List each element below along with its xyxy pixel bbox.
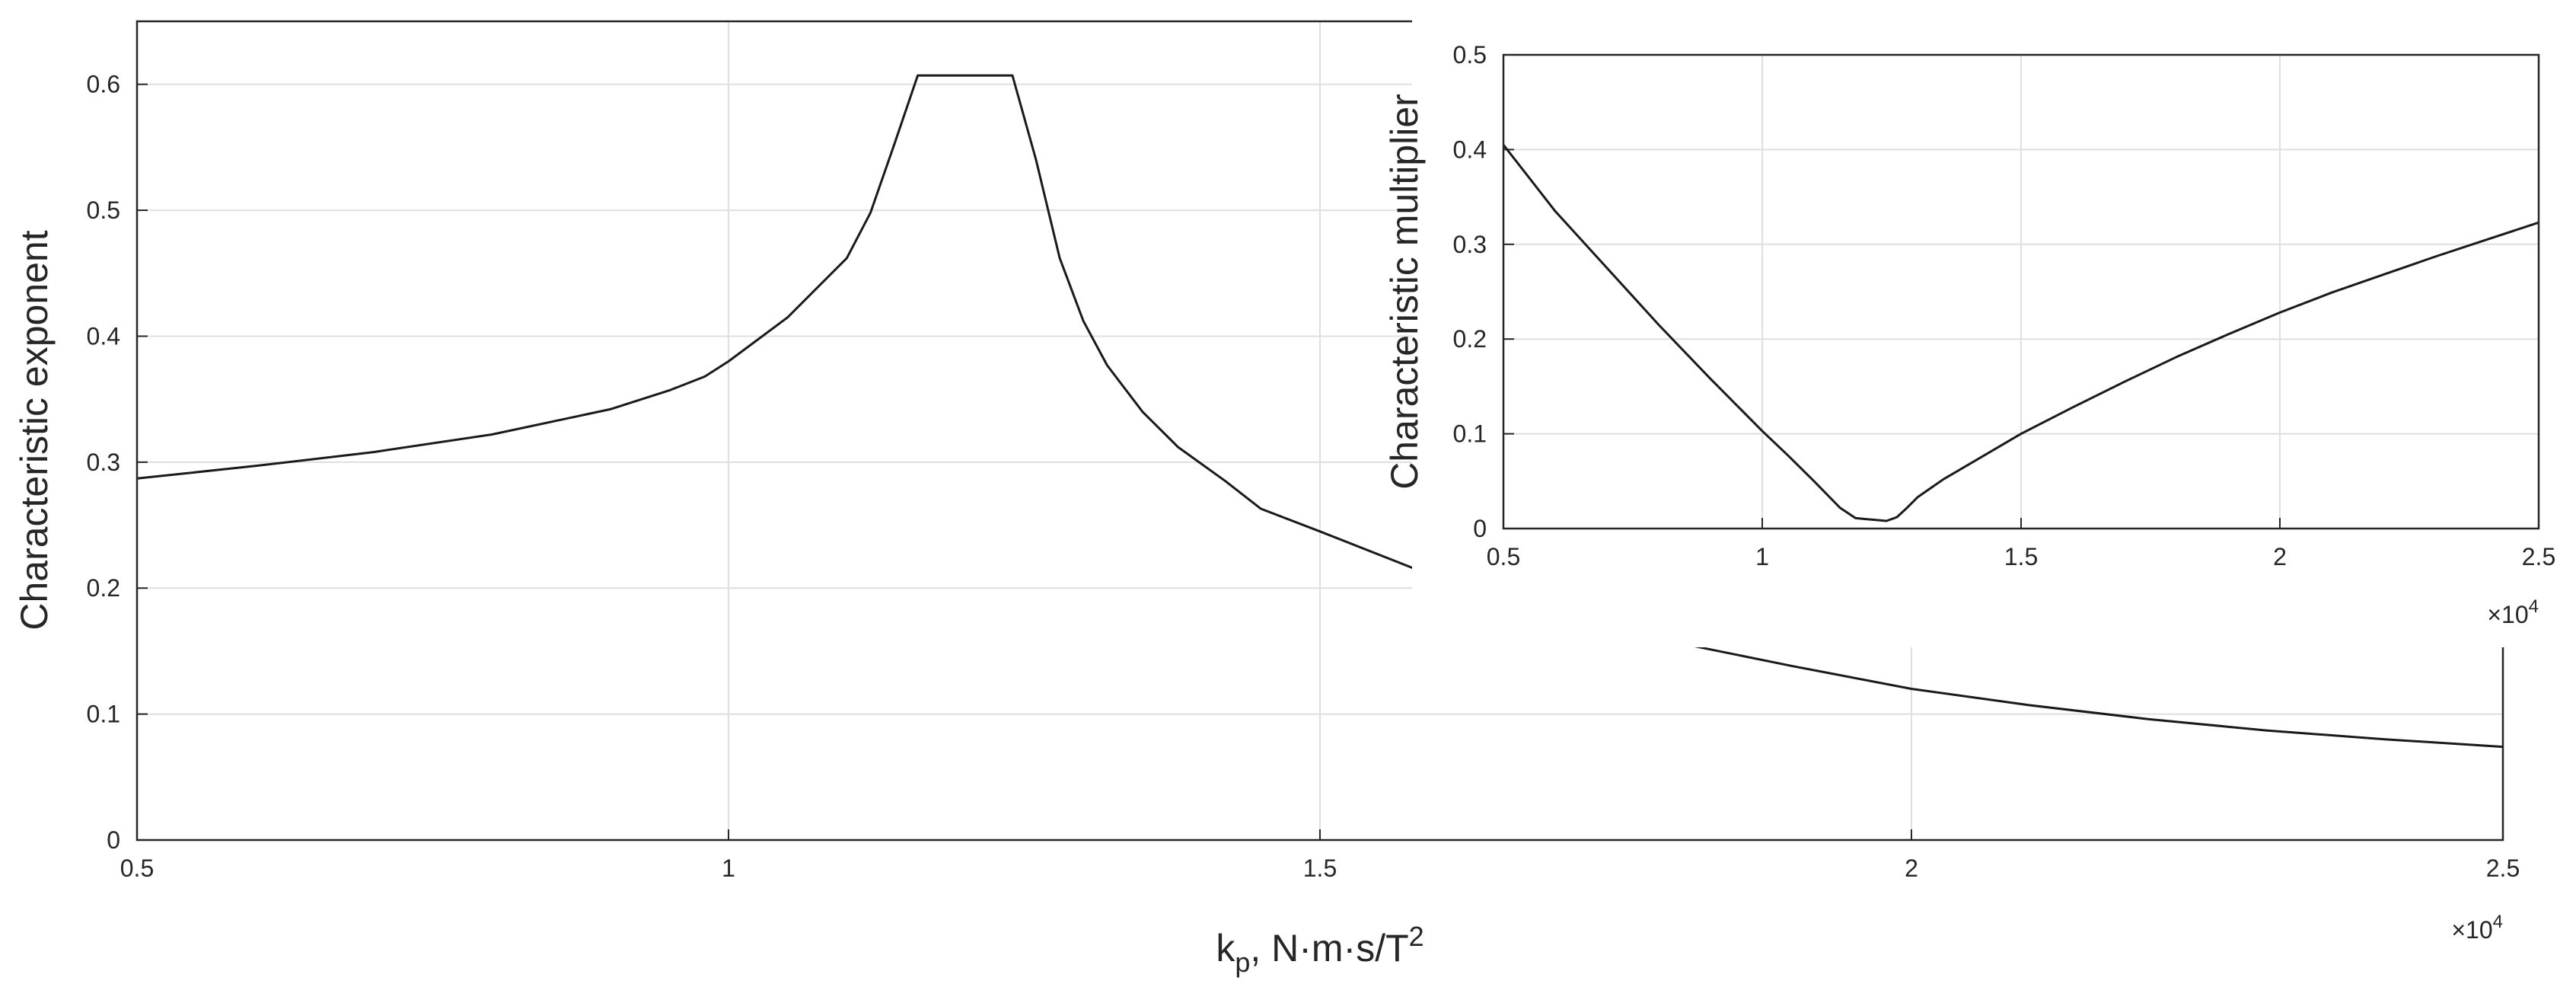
main-y-tick-label: 0.3 — [87, 449, 120, 476]
inset-y-tick-label: 0 — [1473, 515, 1487, 542]
main-x-tick-label: 2 — [1905, 854, 1918, 882]
inset-x-tick-label: 2.5 — [2522, 543, 2555, 570]
main-x-multiplier: ×104 — [2451, 912, 2503, 944]
inset-y-axis-label: Characteristic multiplier — [1383, 94, 1426, 490]
inset-x-tick-label: 1.5 — [2004, 543, 2038, 570]
main-x-tick-label: 0.5 — [120, 854, 154, 882]
main-x-tick-labels: 0.5 1 1.5 2 2.5 — [120, 854, 2520, 882]
inset-y-tick-labels: 0 0.1 0.2 0.3 0.4 0.5 — [1453, 41, 1487, 542]
main-y-tick-labels: 0 0.1 0.2 0.3 0.4 0.5 0.6 — [87, 71, 120, 854]
inset-x-tick-labels: 0.5 1 1.5 2 2.5 — [1487, 543, 2555, 570]
main-x-tick-label: 2.5 — [2486, 854, 2520, 882]
main-y-tick-label: 0.5 — [87, 196, 120, 224]
inset-x-tick-label: 2 — [2273, 543, 2287, 570]
inset-y-tick-label: 0.5 — [1453, 41, 1487, 69]
main-x-axis-label: kp, N·m·s/T2 — [1216, 921, 1423, 978]
inset-chart: 0.5 1 1.5 2 2.5 0 0.1 0.2 0.3 0.4 0.5 ×104 Charac… — [1383, 0, 2576, 647]
inset-plot-frame — [1502, 53, 2540, 530]
main-x-tick-label: 1 — [722, 854, 735, 882]
inset-series-line — [1502, 144, 2539, 522]
main-y-tick-label: 0.2 — [87, 574, 120, 602]
inset-x-tick-label: 0.5 — [1487, 543, 1520, 570]
inset-y-tick-label: 0.4 — [1453, 136, 1487, 163]
main-y-tick-label: 0.6 — [87, 71, 120, 98]
main-y-tick-label: 0.1 — [87, 701, 120, 728]
inset-y-tick-label: 0.3 — [1453, 231, 1487, 258]
inset-x-tick-label: 1 — [1755, 543, 1769, 570]
inset-x-multiplier: ×104 — [2487, 596, 2539, 628]
main-series-line — [136, 74, 2504, 749]
main-y-tick-label: 0 — [107, 826, 120, 854]
main-y-axis-label: Characteristic exponent — [13, 230, 56, 630]
inset-y-tick-label: 0.1 — [1453, 420, 1487, 448]
main-y-tick-label: 0.4 — [87, 322, 120, 350]
inset-y-tick-label: 0.2 — [1453, 325, 1487, 353]
main-x-tick-label: 1.5 — [1303, 854, 1337, 882]
